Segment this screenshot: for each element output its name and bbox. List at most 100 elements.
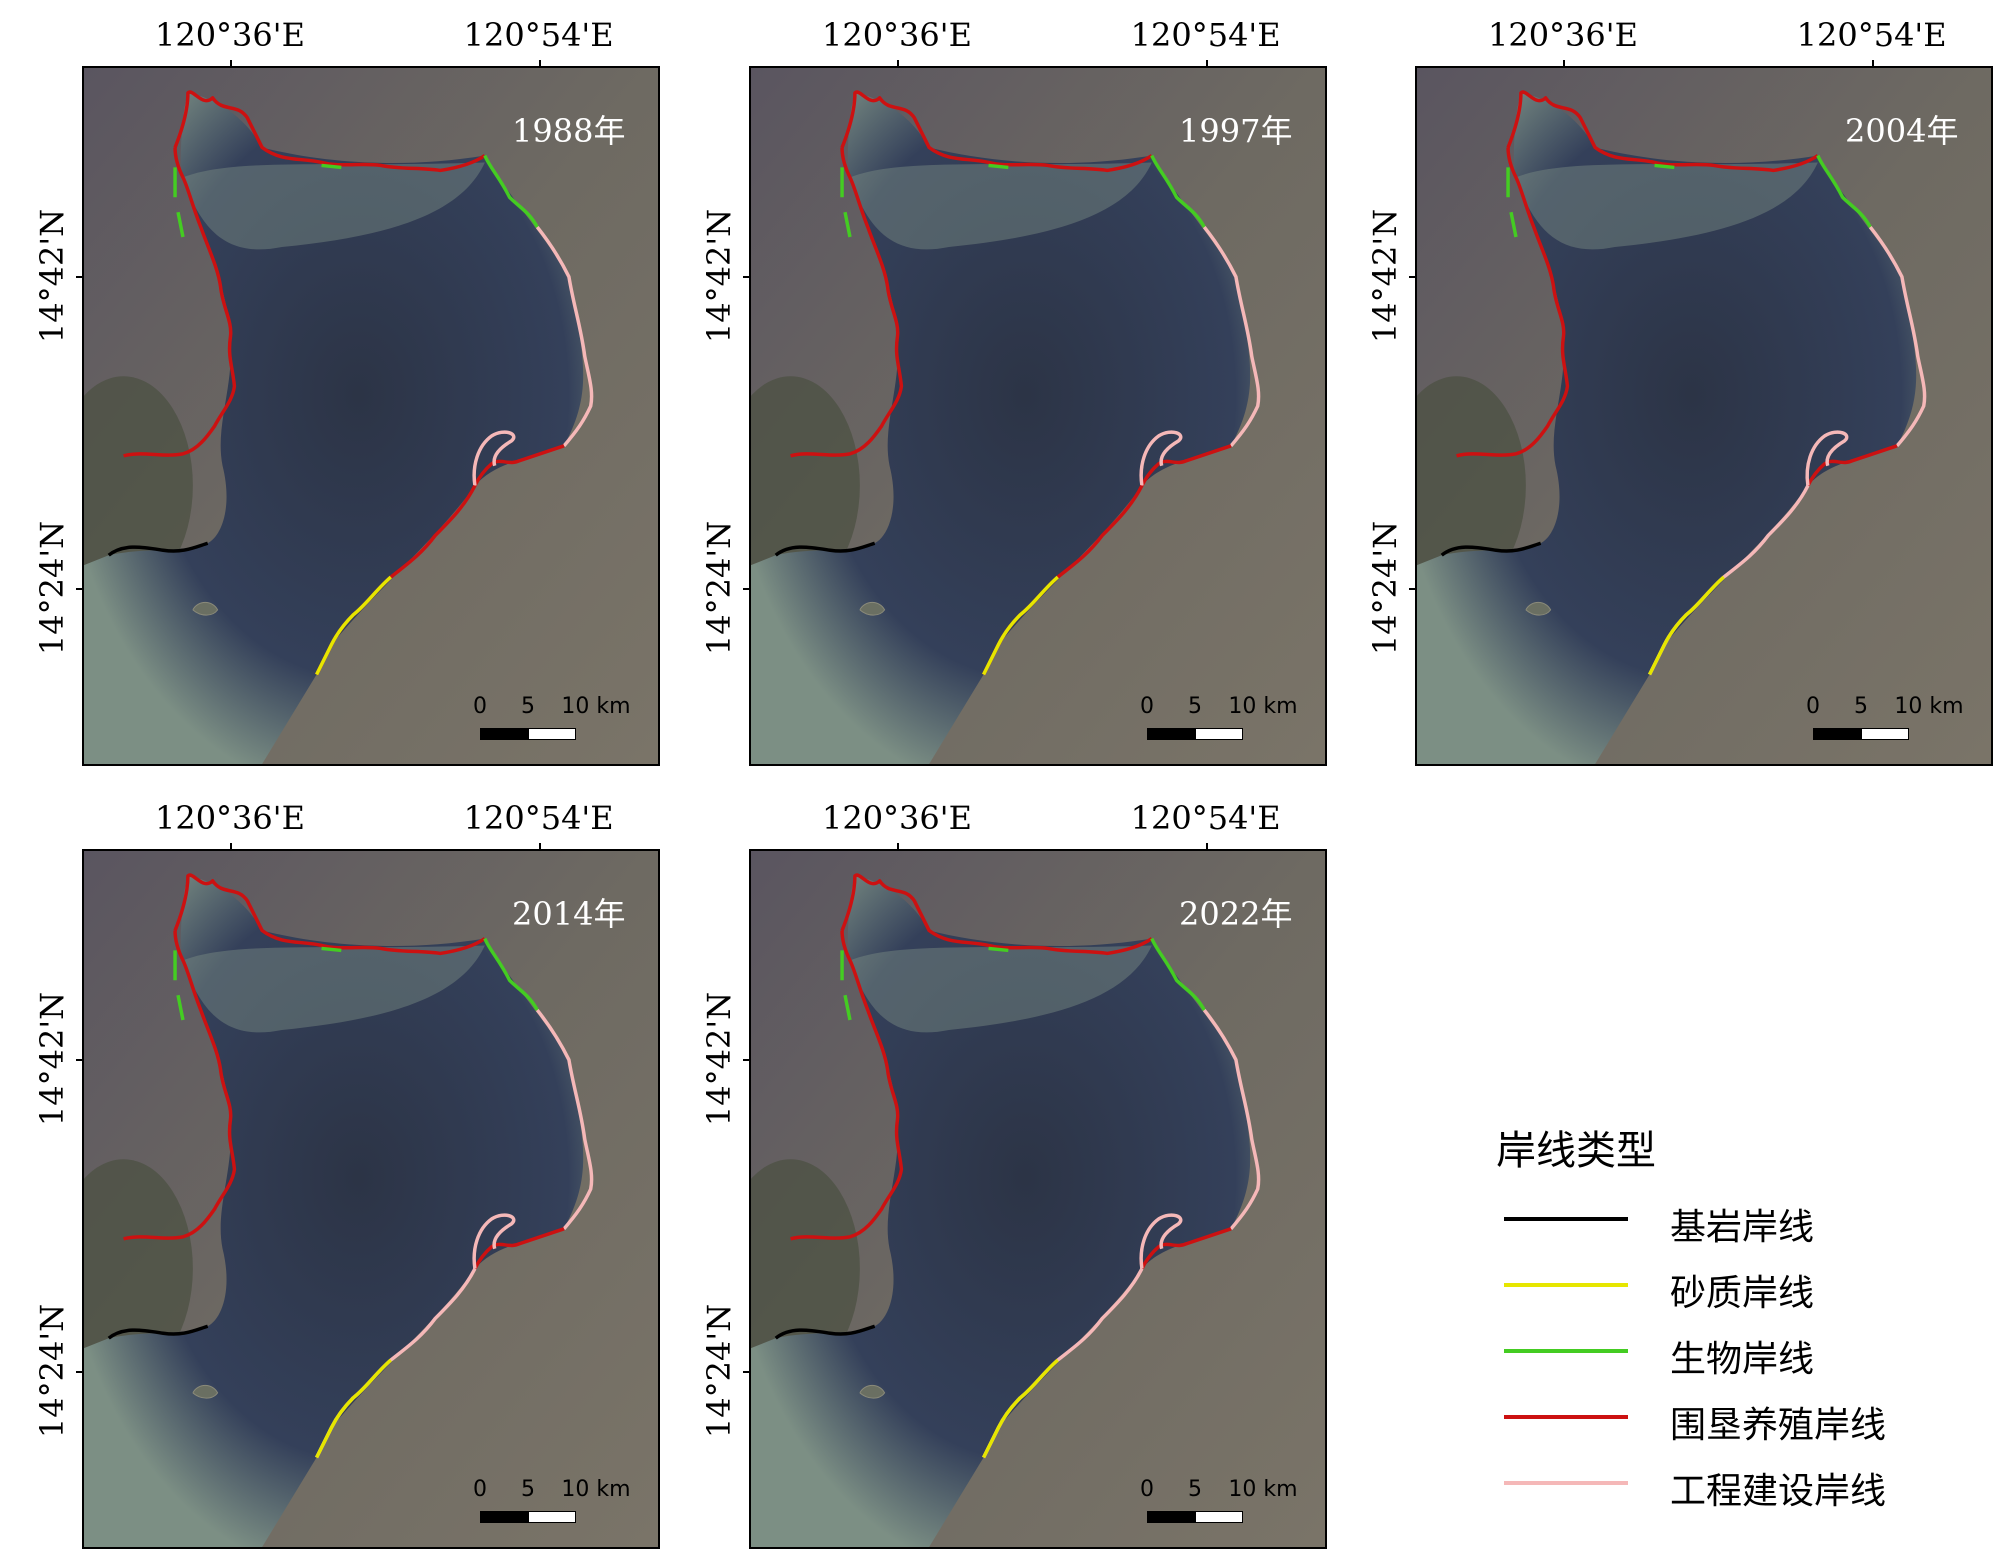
scale-label: 0 — [1140, 1477, 1154, 1502]
scale-bar-black — [480, 1511, 528, 1523]
coastline-hook — [472, 1213, 516, 1269]
coastline-west — [123, 147, 237, 458]
coastline-north — [173, 873, 486, 956]
legend-item: 围垦养殖岸线 — [1490, 1396, 1950, 1446]
mountain-area — [751, 376, 860, 595]
legend-label: 生物岸线 — [1670, 1339, 1815, 1380]
turbid-plume — [182, 945, 485, 1033]
bay-water — [751, 875, 1251, 1547]
latitude-label: 14°42'N — [33, 208, 71, 344]
island — [192, 1384, 219, 1399]
bay-water — [1417, 92, 1917, 764]
latitude-label: 14°24'N — [33, 1303, 71, 1438]
latitude-label: 14°42'N — [700, 991, 738, 1127]
legend-swatch — [1504, 1349, 1628, 1353]
coastline-southeast-bay — [1140, 444, 1232, 487]
bay-water — [84, 875, 584, 1547]
scale-label: 10 km — [1228, 694, 1298, 719]
latitude-label: 14°42'N — [33, 991, 71, 1127]
coastline-west-lower — [774, 541, 876, 557]
legend-item: 砂质岸线 — [1490, 1264, 1950, 1314]
year-label: 2022年 — [1179, 895, 1293, 933]
coastline-hook — [1805, 430, 1849, 486]
island — [859, 1384, 886, 1399]
scale-bar-white — [1861, 728, 1909, 740]
longitude-label: 120°36'E — [821, 799, 972, 837]
longitude-tick — [538, 60, 541, 68]
coastline-east — [535, 1008, 594, 1230]
longitude-tick — [229, 60, 232, 68]
coastline-bio — [1506, 163, 1675, 238]
latitude-label: 14°42'N — [1366, 208, 1404, 344]
scale-bar-black — [1147, 728, 1195, 740]
latitude-tick — [76, 1059, 84, 1061]
longitude-tick — [229, 843, 232, 851]
coastline-hook — [1139, 430, 1183, 486]
coastline-bio — [173, 946, 342, 1021]
coastline-west — [123, 930, 237, 1241]
year-label: 2004年 — [1845, 112, 1959, 150]
map-svg — [751, 851, 1325, 1547]
coastline-east — [535, 225, 594, 447]
latitude-label: 14°42'N — [700, 208, 738, 344]
scale-label: 10 km — [1228, 1477, 1298, 1502]
coastline-northeast — [1816, 154, 1872, 228]
longitude-label: 120°54'E — [1130, 16, 1281, 54]
latitude-tick — [743, 1370, 751, 1373]
legend-swatch — [1504, 1415, 1628, 1419]
latitude-tick — [743, 276, 751, 278]
coastline-sandy — [982, 1358, 1059, 1459]
satellite-map — [749, 66, 1327, 766]
coastline-northeast — [1150, 154, 1206, 228]
latitude-label: 14°24'N — [1366, 520, 1404, 655]
island — [859, 601, 886, 616]
legend-label: 围垦养殖岸线 — [1670, 1405, 1887, 1446]
longitude-tick — [1205, 60, 1208, 68]
latitude-tick — [743, 1059, 751, 1061]
coastline-northeast — [483, 937, 539, 1011]
legend-swatch — [1504, 1217, 1628, 1221]
latitude-tick — [743, 587, 751, 590]
longitude-label: 120°54'E — [463, 16, 614, 54]
latitude-tick — [76, 1370, 84, 1373]
longitude-tick — [1871, 60, 1874, 68]
turbid-plume — [1515, 162, 1818, 250]
coastline-west-lower — [1440, 541, 1542, 557]
latitude-label: 14°24'N — [33, 520, 71, 655]
coastline-bio — [840, 946, 1009, 1021]
scale-label: 5 — [521, 1477, 535, 1502]
coastline-north — [840, 90, 1153, 173]
scale-label: 10 km — [1894, 694, 1964, 719]
scale-label: 5 — [521, 694, 535, 719]
scale-bar-white — [528, 728, 576, 740]
coastline-west — [790, 930, 904, 1241]
coastline-northeast — [1150, 937, 1206, 1011]
mountain-area — [84, 376, 193, 595]
legend-swatch — [1504, 1481, 1628, 1485]
longitude-label: 120°54'E — [463, 799, 614, 837]
latitude-tick — [76, 587, 84, 590]
satellite-map — [82, 849, 660, 1549]
mountain-area — [1417, 376, 1526, 595]
coastline-southeast-bay — [1806, 444, 1898, 487]
coastline-hook — [1139, 1213, 1183, 1269]
turbid-plume — [849, 945, 1152, 1033]
bay-water — [84, 92, 584, 764]
coastline-hook — [472, 430, 516, 486]
latitude-tick — [76, 276, 84, 278]
latitude-label: 14°24'N — [700, 1303, 738, 1438]
scale-label: 5 — [1188, 694, 1202, 719]
year-label: 1997年 — [1179, 112, 1293, 150]
legend-item: 工程建设岸线 — [1490, 1462, 1950, 1512]
scale-label: 0 — [1140, 694, 1154, 719]
scale-label: 0 — [473, 1477, 487, 1502]
latitude-tick — [1409, 587, 1417, 590]
year-label: 1988年 — [512, 112, 626, 150]
island — [192, 601, 219, 616]
longitude-label: 120°36'E — [154, 16, 305, 54]
coastline-northeast — [483, 154, 539, 228]
scale-label: 5 — [1188, 1477, 1202, 1502]
map-svg — [751, 68, 1325, 764]
latitude-label: 14°24'N — [700, 520, 738, 655]
coastline-southeast-bay — [473, 1227, 565, 1270]
